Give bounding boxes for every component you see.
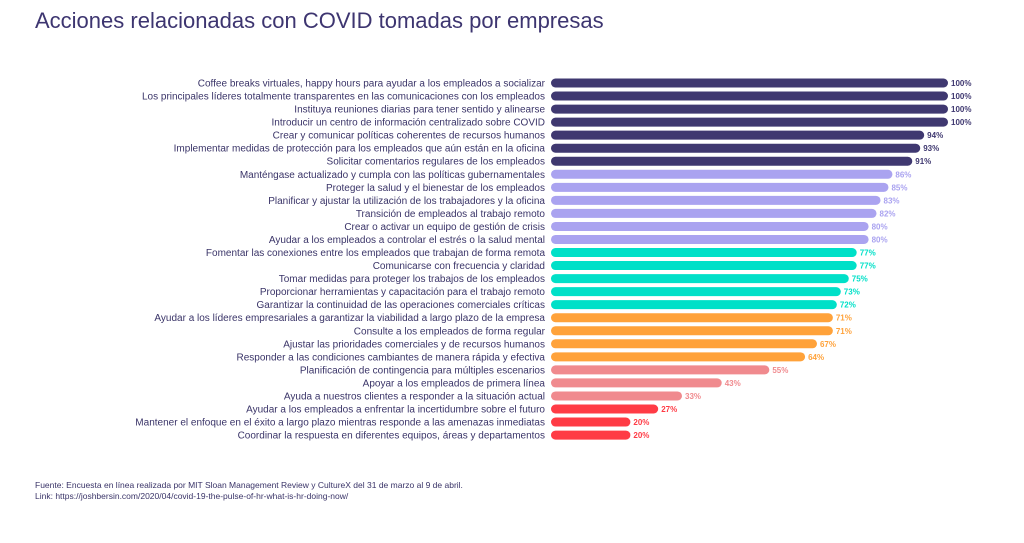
- category-label: Mantener el enfoque en el éxito a largo …: [135, 418, 545, 429]
- bar: [551, 143, 921, 153]
- category-label: Coffee breaks virtuales, happy hours par…: [198, 79, 546, 90]
- category-label: Consulte a los empleados de forma regula…: [354, 326, 546, 337]
- category-label: Garantizar la continuidad de las operaci…: [257, 300, 545, 311]
- category-label: Planificar y ajustar la utilización de l…: [268, 196, 545, 207]
- category-label: Transición de empleados al trabajo remot…: [356, 209, 546, 220]
- data-label: 55%: [772, 366, 788, 375]
- bar: [551, 91, 948, 101]
- bar-chart: Coffee breaks virtuales, happy hours par…: [135, 78, 971, 442]
- category-label: Ayudar a los empleados a enfrentar la in…: [246, 405, 545, 416]
- data-label: 86%: [895, 170, 911, 179]
- category-label: Los principales líderes totalmente trans…: [142, 92, 545, 103]
- bar: [551, 300, 837, 310]
- bar: [551, 221, 869, 231]
- data-label: 100%: [951, 105, 971, 114]
- bar: [551, 430, 631, 440]
- bar: [551, 195, 881, 205]
- category-label: Instituya reuniones diarias para tener s…: [294, 105, 545, 116]
- bar: [551, 404, 659, 414]
- bar: [551, 169, 893, 179]
- bar: [551, 78, 948, 88]
- data-label: 85%: [891, 183, 907, 192]
- category-label: Fomentar las conexiones entre los emplea…: [206, 248, 546, 259]
- bar: [551, 104, 948, 114]
- data-label: 77%: [860, 262, 876, 271]
- bar: [551, 365, 770, 375]
- bar: [551, 248, 857, 258]
- category-label: Manténgase actualizado y cumpla con las …: [240, 170, 545, 181]
- category-label: Implementar medidas de protección para l…: [174, 144, 546, 155]
- bar: [551, 352, 806, 362]
- bar: [551, 378, 722, 388]
- category-label: Proteger la salud y el bienestar de los …: [326, 183, 545, 194]
- category-label: Ajustar las prioridades comerciales y de…: [283, 339, 545, 350]
- data-label: 75%: [852, 275, 868, 284]
- bar: [551, 208, 877, 218]
- category-label: Ayudar a los líderes empresariales a gar…: [154, 313, 545, 324]
- data-label: 80%: [872, 235, 888, 244]
- bar: [551, 117, 948, 127]
- footer: Fuente: Encuesta en línea realizada por …: [35, 480, 463, 502]
- data-label: 33%: [685, 392, 701, 401]
- category-label: Apoyar a los empleados de primera línea: [363, 378, 546, 389]
- bar: [551, 261, 857, 271]
- chart-title: Acciones relacionadas con COVID tomadas …: [35, 8, 604, 33]
- bar: [551, 326, 833, 336]
- category-label: Proporcionar herramientas y capacitación…: [260, 287, 546, 298]
- bar: [551, 156, 913, 166]
- source-link[interactable]: Link: https://joshbersin.com/2020/04/cov…: [35, 491, 349, 501]
- category-label: Introducir un centro de información cent…: [272, 118, 545, 129]
- data-label: 72%: [840, 301, 856, 310]
- category-label: Crear y comunicar políticas coherentes d…: [273, 131, 545, 142]
- source-note: Fuente: Encuesta en línea realizada por …: [35, 480, 463, 490]
- category-label: Coordinar la respuesta en diferentes equ…: [238, 431, 545, 442]
- data-label: 91%: [915, 157, 931, 166]
- data-label: 100%: [951, 79, 971, 88]
- bar: [551, 339, 817, 349]
- data-label: 100%: [951, 92, 971, 101]
- bar: [551, 313, 833, 323]
- category-label: Crear o activar un equipo de gestión de …: [344, 222, 545, 233]
- category-label: Ayudar a los empleados a controlar el es…: [269, 235, 545, 246]
- data-label: 94%: [927, 131, 943, 140]
- category-label: Tomar medidas para proteger los trabajos…: [279, 274, 545, 285]
- data-label: 27%: [661, 405, 677, 414]
- category-label: Ayuda a nuestros clientes a responder a …: [284, 391, 545, 402]
- data-label: 80%: [872, 222, 888, 231]
- bar: [551, 130, 925, 140]
- category-label: Responder a las condiciones cambiantes d…: [236, 352, 545, 363]
- data-label: 73%: [844, 288, 860, 297]
- data-label: 71%: [836, 314, 852, 323]
- data-label: 83%: [884, 196, 900, 205]
- bar: [551, 182, 889, 192]
- data-label: 20%: [633, 431, 649, 440]
- data-label: 67%: [820, 340, 836, 349]
- data-label: 93%: [923, 144, 939, 153]
- category-label: Planificación de contingencia para múlti…: [300, 365, 545, 376]
- bar: [551, 234, 869, 244]
- bar: [551, 287, 841, 297]
- data-label: 64%: [808, 353, 824, 362]
- data-label: 20%: [633, 418, 649, 427]
- bar: [551, 391, 683, 401]
- category-label: Comunicarse con frecuencia y claridad: [373, 261, 545, 272]
- data-label: 77%: [860, 249, 876, 258]
- data-label: 71%: [836, 327, 852, 336]
- data-label: 100%: [951, 118, 971, 127]
- bar: [551, 417, 631, 427]
- data-label: 82%: [880, 209, 896, 218]
- category-label: Solicitar comentarios regulares de los e…: [327, 157, 545, 168]
- data-label: 43%: [725, 379, 741, 388]
- bar: [551, 274, 849, 284]
